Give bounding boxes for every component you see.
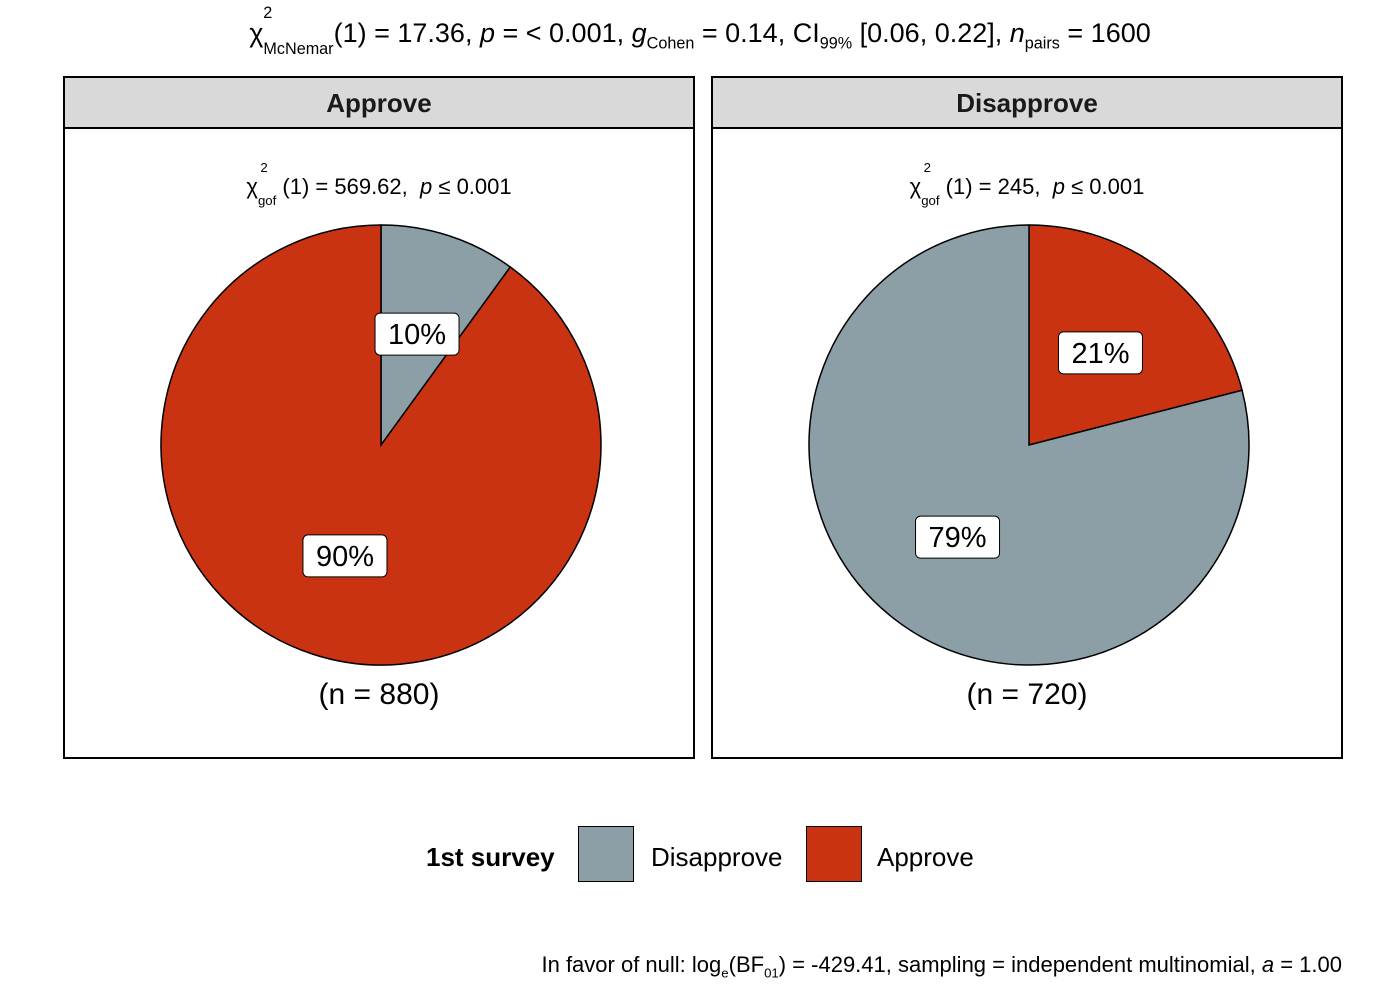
slice-label-text: 79%	[929, 522, 987, 554]
slice-label-box	[374, 312, 460, 356]
slice-label: 10%	[374, 312, 460, 356]
caption-value: -429.41	[811, 952, 886, 977]
plot-caption: In favor of null: loge(BF01) = -429.41, …	[541, 952, 1342, 981]
gof-statistic: 569.62	[334, 174, 402, 199]
legend-key-approve	[806, 826, 862, 882]
slice-label-text: 90%	[316, 541, 374, 573]
caption-a-value: 1.00	[1299, 952, 1342, 977]
caption-prefix: In favor of null: log	[541, 952, 722, 977]
facet-panel-approve: Approve χ 2 gof (1) = 569.62, p ≤ 0.001 10…	[63, 76, 695, 759]
title-ci-label: 99%	[819, 34, 853, 53]
title-statistic: 17.36	[397, 18, 465, 48]
caption-base: e	[721, 965, 729, 981]
title-df: (1)	[333, 18, 367, 48]
title-n-value: 1600	[1090, 18, 1151, 48]
title-effect-value: 0.14	[725, 18, 778, 48]
gof-statistic: 245	[997, 174, 1035, 199]
facet-subtitle: χ 2 gof (1) = 569.62, p ≤ 0.001	[246, 160, 512, 209]
pie-chart-disapprove: 21% 79%	[808, 224, 1250, 666]
title-n-label: pairs	[1024, 34, 1060, 53]
sample-size-label: (n = 880)	[318, 678, 440, 711]
title-test: McNemar	[263, 40, 334, 59]
caption-bf-sub: 01	[764, 965, 779, 981]
slice-label-box	[915, 515, 1001, 559]
slice-label-text: 21%	[1071, 338, 1129, 370]
gof-p: 0.001	[1089, 174, 1145, 199]
legend-label-approve: Approve	[877, 842, 974, 872]
slice-label: 79%	[915, 515, 1001, 559]
legend-label-disapprove: Disapprove	[651, 842, 783, 872]
legend-key-disapprove	[578, 826, 634, 882]
caption-rest: , sampling = independent multinomial,	[885, 952, 1256, 977]
legend: 1st survey Disapprove Approve	[0, 826, 1400, 886]
sample-size-label: (n = 720)	[966, 678, 1088, 711]
title-p: < 0.001	[525, 18, 617, 48]
title-ci: [0.06, 0.22]	[859, 18, 995, 48]
pie-chart-approve: 10% 90%	[160, 224, 602, 666]
facet-strip-label: Approve	[65, 78, 693, 129]
slice-label-box	[302, 534, 388, 578]
gof-p: 0.001	[456, 174, 512, 199]
title-effect-label: Cohen	[646, 34, 695, 53]
slice-label-text: 10%	[388, 319, 446, 351]
facet-subtitle: χ 2 gof (1) = 245, p ≤ 0.001	[909, 160, 1145, 209]
pie-slice-approve	[160, 224, 602, 666]
plot-title: χ 2 McNemar(1) = 17.36, p = < 0.001, gCohe…	[249, 4, 1151, 59]
facet-panel-disapprove: Disapprove χ 2 gof (1) = 245, p ≤ 0.001 21…	[711, 76, 1343, 759]
caption-bf: BF	[735, 952, 765, 977]
facet-strip-label: Disapprove	[713, 78, 1341, 129]
legend-title: 1st survey	[426, 842, 555, 872]
slice-label: 21%	[1057, 331, 1143, 375]
slice-label: 90%	[302, 534, 388, 578]
slice-label-box	[1057, 331, 1143, 375]
